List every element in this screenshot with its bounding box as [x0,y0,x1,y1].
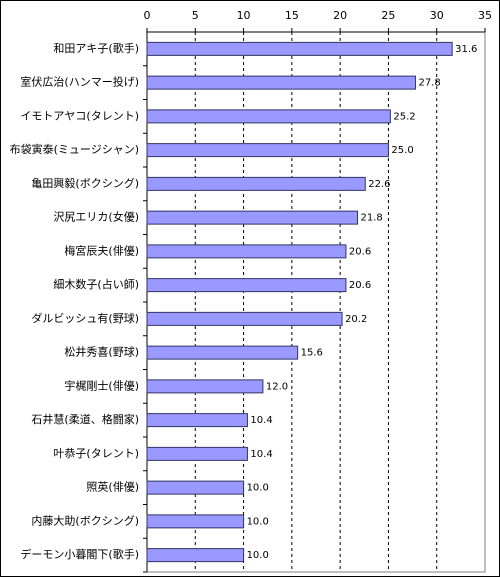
x-tick-label: 0 [144,9,151,22]
value-label: 21.8 [361,213,383,224]
bar [146,176,366,191]
value-label: 25.0 [391,145,413,156]
x-tick-label: 15 [285,9,299,22]
bar [146,514,245,529]
y-tick-label: 細木数子(占い師) [53,277,139,291]
value-label: 20.6 [349,246,371,257]
value-label: 10.4 [250,415,272,426]
y-tick-label: 和田アキ子(歌手) [53,41,139,55]
y-tick-label: 布袋寅泰(ミュージシャン) [10,142,139,156]
y-tick-label: 叶恭子(タレント) [53,447,139,460]
y-tick-label: 宇梶剛士(俳優) [64,378,139,392]
y-tick-label: 内藤大助(ボクシング) [31,513,139,527]
value-label: 20.6 [349,280,371,291]
y-tick-label: 亀田興毅(ボクシング) [31,176,139,190]
bar [146,446,248,461]
value-label: 15.6 [301,348,323,359]
y-tick-label: イモトアヤコ(タレント) [20,109,139,122]
y-tick-label: 梅宮辰夫(俳優) [64,243,139,257]
value-label: 10.0 [247,550,269,561]
value-label: 20.2 [345,314,367,325]
y-tick-label: 室伏広治(ハンマー投げ) [20,75,139,89]
y-tick-label: 松井秀喜(野球) [64,345,139,359]
bar [146,548,245,563]
value-label: 10.0 [247,483,269,494]
y-tick-label: デーモン小暮閣下(歌手) [20,547,139,561]
value-label: 10.4 [250,449,272,460]
value-label: 27.8 [418,78,440,89]
bar [146,311,343,326]
bar [146,345,299,360]
y-tick-label: 照英(俳優) [86,480,139,494]
value-label: 10.0 [247,516,269,527]
bar [146,41,453,56]
y-tick-label: 石井慧(柔道、格闘家) [31,412,139,426]
bar [146,379,264,394]
value-label: 31.6 [455,44,477,55]
bar [146,210,359,225]
x-tick-label: 5 [192,9,199,22]
bar [146,75,416,90]
x-tick-label: 10 [237,9,251,22]
bar [146,109,391,124]
x-tick-label: 25 [381,9,395,22]
bar [146,244,347,259]
bar [146,413,248,428]
x-tick-label: 35 [478,9,492,22]
value-label: 25.2 [393,111,415,122]
bar [146,278,347,293]
value-label: 22.6 [368,179,390,190]
x-tick-label: 30 [430,9,444,22]
y-tick-label: ダルビッシュ有(野球) [31,311,139,325]
y-tick-label: 沢尻エリカ(女優) [53,210,139,224]
value-label: 12.0 [266,381,288,392]
bar [146,143,389,158]
x-tick-label: 20 [333,9,347,22]
bar [146,480,245,495]
